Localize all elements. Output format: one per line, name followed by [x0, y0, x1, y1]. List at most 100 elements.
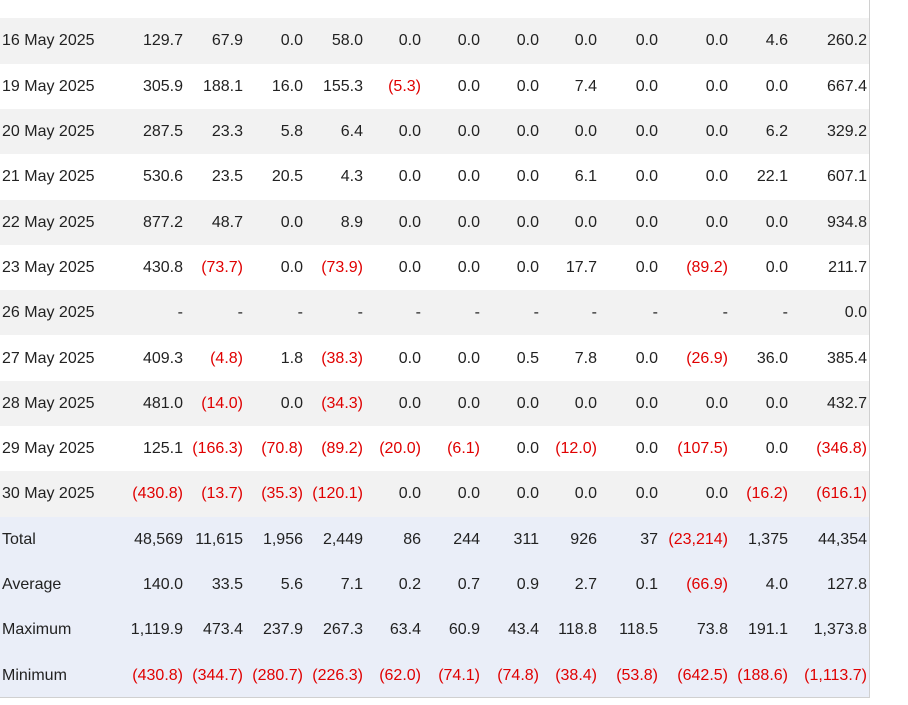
cell-value: (16.2)	[746, 485, 788, 503]
cell-value: 0.0	[398, 213, 421, 231]
cell-value: 0.0	[516, 440, 539, 458]
cell-value: 17.7	[565, 258, 597, 276]
data-row: 28 May 2025 481.0 (14.0) 0.0 (34.3) 0.0 0.0 0.0…	[0, 380, 869, 427]
cell-value: 530.6	[142, 168, 183, 186]
cell-value: -	[357, 304, 363, 322]
cell-value: 0.0	[765, 258, 788, 276]
cell-value: 23.5	[211, 168, 243, 186]
cell-value: 2.7	[574, 576, 597, 593]
cell-value: 1,956	[262, 530, 303, 548]
row-label: 20 May 2025	[2, 123, 95, 140]
cell-value: 0.0	[635, 168, 658, 186]
cell-value: (34.3)	[321, 394, 363, 412]
cell-value: 6.1	[574, 168, 597, 186]
row-label: 23 May 2025	[2, 258, 95, 276]
cell-value: (280.7)	[252, 666, 303, 684]
cell-value: (616.1)	[816, 485, 867, 503]
cell-value: 6.2	[765, 123, 788, 140]
cell-value: 0.1	[635, 576, 658, 593]
row-label: Maximum	[2, 621, 72, 639]
cell-value: 409.3	[142, 349, 183, 367]
cell-value: 44,354	[818, 530, 867, 548]
cell-value: (89.2)	[321, 440, 363, 458]
cell-value: 0.0	[457, 77, 480, 95]
data-row: 22 May 2025 877.2 48.7 0.0 8.9 0.0 0.0 0.0 0.0 0.…	[0, 199, 869, 245]
cell-value: 0.0	[705, 485, 728, 503]
cell-value: 0.0	[280, 258, 303, 276]
cell-value: 1,119.9	[130, 621, 183, 639]
cell-value: 0.0	[574, 394, 597, 412]
cell-value: 0.0	[765, 440, 788, 458]
cell-value: 0.0	[457, 258, 480, 276]
cell-value: 118.5	[619, 621, 658, 639]
table-border	[869, 0, 870, 697]
cell-value: 0.0	[516, 168, 539, 186]
summary-row: Average 140.0 33.5 5.6 7.1 0.2 0.7 0.9 2.7 0.1 (66…	[0, 562, 869, 608]
data-row: 23 May 2025 430.8 (73.7) 0.0 (73.9) 0.0 0.0 0.0…	[0, 245, 869, 290]
cell-value: 48.7	[211, 213, 243, 231]
cell-value: 0.0	[457, 349, 480, 367]
cell-value: 267.3	[322, 621, 363, 639]
cell-value: 0.0	[705, 77, 728, 95]
cell-value: 0.0	[705, 32, 728, 50]
row-label: Minimum	[2, 666, 67, 684]
cell-value: 0.9	[516, 576, 539, 593]
cell-value: 0.0	[457, 168, 480, 186]
row-label: 26 May 2025	[2, 304, 95, 322]
cell-value: 237.9	[262, 621, 303, 639]
cell-value: 0.0	[705, 123, 728, 140]
cell-value: (5.3)	[388, 77, 421, 95]
cell-value: 140.0	[142, 576, 183, 593]
cell-value: 0.7	[457, 576, 480, 593]
cell-value: (13.7)	[201, 485, 243, 503]
cell-value: 37	[640, 530, 658, 548]
cell-value: (26.9)	[686, 349, 728, 367]
cell-value: 7.4	[574, 77, 597, 95]
row-label: 29 May 2025	[2, 440, 95, 458]
row-label: 19 May 2025	[2, 77, 95, 95]
cell-value: 244	[453, 530, 480, 548]
cell-value: 0.0	[635, 485, 658, 503]
cell-value: (70.8)	[261, 440, 303, 458]
cell-value: 4.3	[340, 168, 363, 186]
cell-value: 0.0	[765, 77, 788, 95]
cell-value: (74.8)	[497, 666, 539, 684]
cell-value: 0.0	[635, 440, 658, 458]
cell-value: 20.5	[271, 168, 303, 186]
cell-value: 1,375	[747, 530, 788, 548]
cell-value: 0.0	[516, 77, 539, 95]
cell-value: (14.0)	[201, 394, 243, 412]
cell-value: 5.6	[280, 576, 303, 593]
cell-value: 0.0	[516, 485, 539, 503]
cell-value: (346.8)	[816, 440, 867, 458]
cell-value: 0.0	[516, 32, 539, 50]
cell-value: 191.1	[747, 621, 788, 639]
cell-value: 430.8	[142, 258, 183, 276]
cell-value: 0.0	[398, 258, 421, 276]
cell-value: 7.8	[574, 349, 597, 367]
row-label: 30 May 2025	[2, 485, 95, 503]
row-label: Average	[2, 576, 62, 593]
data-row: 30 May 2025 (430.8) (13.7) (35.3) (120.1) 0.0…	[0, 471, 869, 517]
cell-value: -	[177, 304, 183, 322]
cell-value: (66.9)	[686, 576, 728, 593]
summary-row: Minimum (430.8) (344.7) (280.7) (226.3) (62.0…	[0, 652, 869, 698]
row-label: 16 May 2025	[2, 32, 95, 50]
cell-value: 0.2	[398, 576, 421, 593]
cell-value: 0.0	[765, 394, 788, 412]
cell-value: -	[474, 304, 480, 322]
cell-value: 0.0	[280, 32, 303, 50]
cell-value: 934.8	[826, 213, 867, 231]
cell-value: 0.0	[574, 32, 597, 50]
cell-value: 926	[570, 530, 597, 548]
cell-value: 305.9	[142, 77, 183, 95]
cell-value: 67.9	[211, 32, 243, 50]
data-row: 29 May 2025 125.1 (166.3) (70.8) (89.2) (20.0…	[0, 426, 869, 471]
cell-value: 0.0	[635, 123, 658, 140]
cell-value: 118.8	[558, 621, 597, 639]
data-row: 21 May 2025 530.6 23.5 20.5 4.3 0.0 0.0 0.0 6.1 0…	[0, 154, 869, 199]
cell-value: (38.4)	[555, 666, 597, 684]
cell-value: 0.0	[635, 394, 658, 412]
cell-value: 155.3	[322, 77, 363, 95]
